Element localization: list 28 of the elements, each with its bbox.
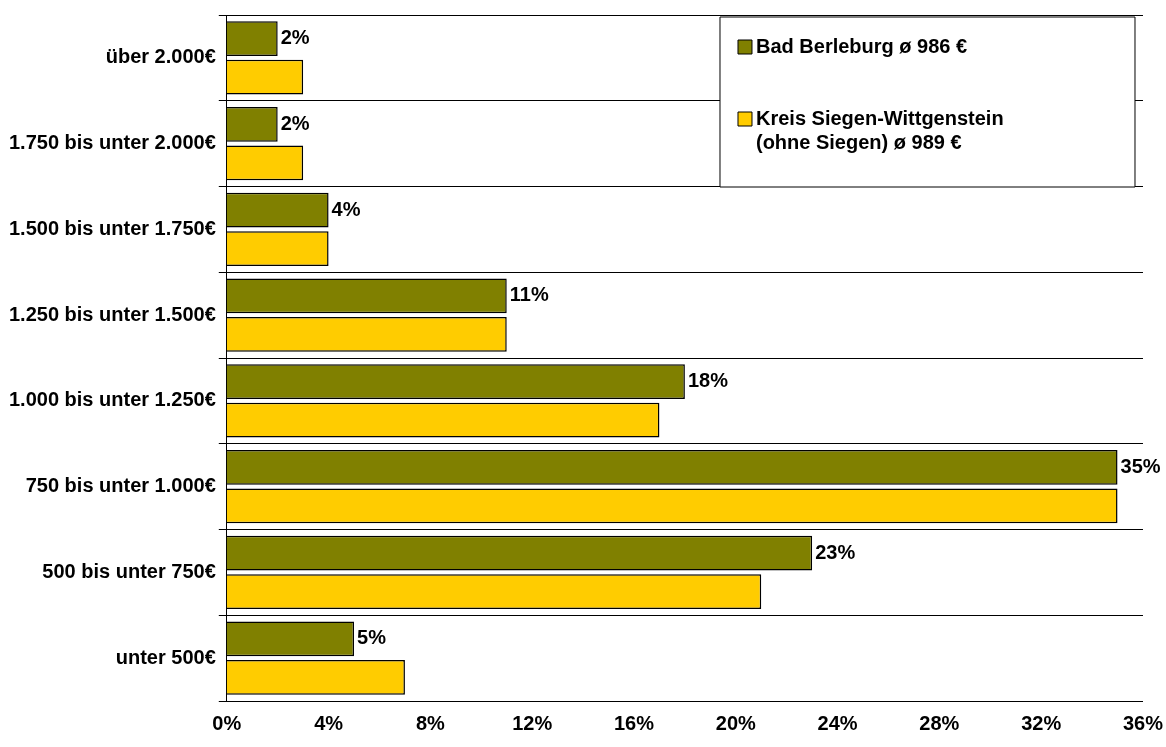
x-tick-label: 16% <box>613 711 655 734</box>
y-tick-label: 750 bis unter 1.000€ <box>25 474 216 497</box>
x-tick-label: 12% <box>512 711 553 734</box>
data-label: 23% <box>815 540 856 563</box>
x-tick-label: 24% <box>817 711 858 734</box>
x-tick-label: 36% <box>1122 711 1164 734</box>
y-tick-label: 500 bis unter 750€ <box>42 559 216 582</box>
data-label: 11% <box>509 283 549 306</box>
y-tick-label: 1.250 bis unter 1.500€ <box>8 302 216 325</box>
x-tick-label: 8% <box>415 711 446 734</box>
y-tick-label: über 2.000€ <box>105 45 216 68</box>
y-tick-label: 1.750 bis unter 2.000€ <box>8 131 216 154</box>
data-label: 5% <box>357 626 387 649</box>
legend-label: Bad Berleburg ø 986 € <box>755 34 968 57</box>
y-tick-label: 1.000 bis unter 1.250€ <box>8 388 216 411</box>
data-label: 18% <box>687 369 729 392</box>
y-tick-label: unter 500€ <box>115 645 216 668</box>
x-tick-label: 4% <box>314 711 344 734</box>
y-tick-label: 1.500 bis unter 1.750€ <box>8 216 216 239</box>
x-tick-label: 32% <box>1021 711 1062 734</box>
data-label: 2% <box>280 26 310 49</box>
x-tick-label: 0% <box>212 711 242 734</box>
legend-label: Kreis Siegen-Wittgenstein (ohne Siegen) ø 989 € <box>755 106 1004 153</box>
data-label: 2% <box>280 111 310 134</box>
data-label: 4% <box>331 197 361 220</box>
x-tick-label: 28% <box>919 711 960 734</box>
data-label: 35% <box>1120 454 1161 477</box>
x-tick-label: 20% <box>715 711 757 734</box>
